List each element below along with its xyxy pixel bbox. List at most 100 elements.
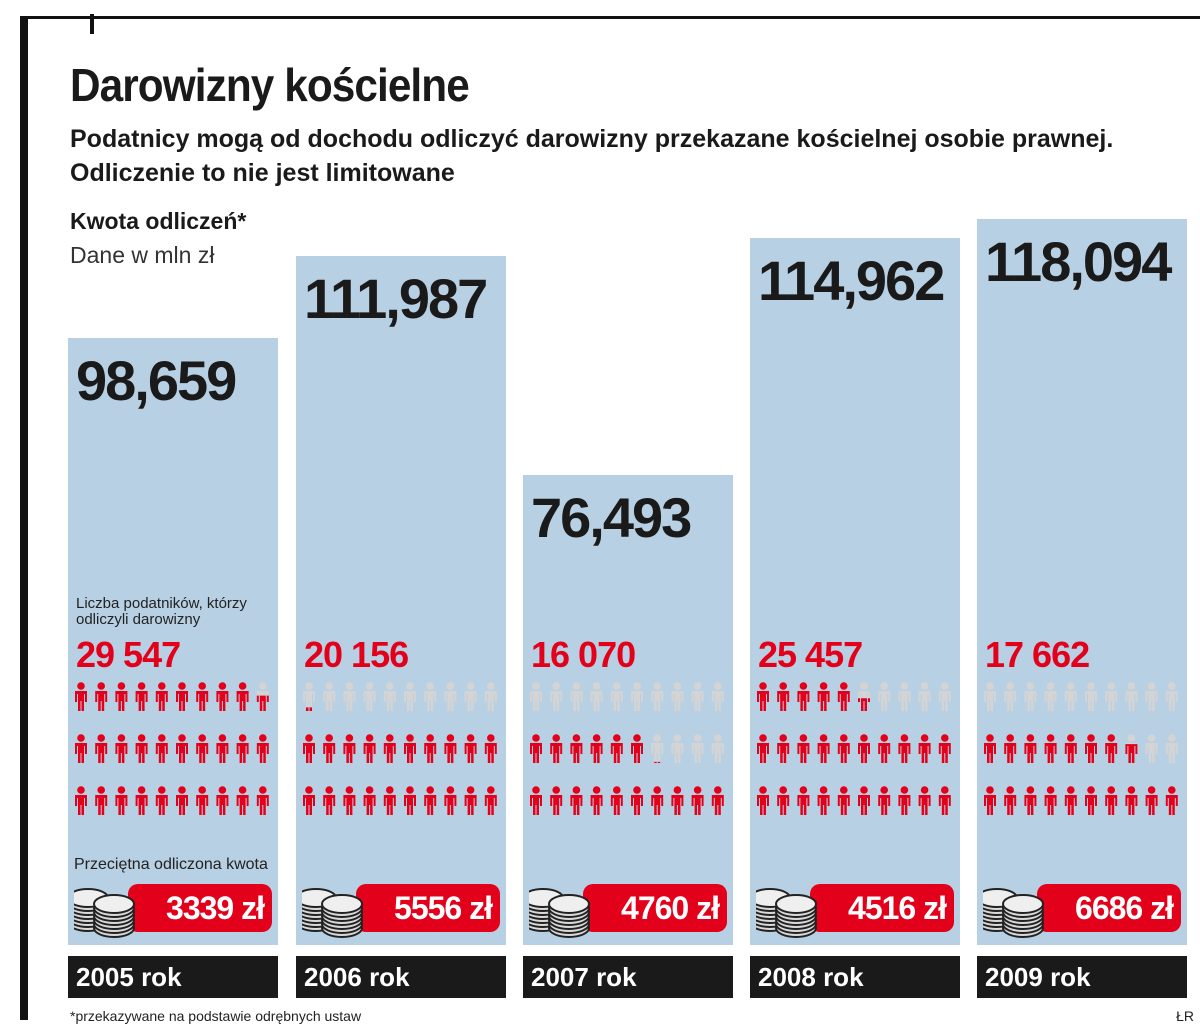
person-icon — [1085, 682, 1097, 711]
taxpayers-pictogram — [756, 680, 962, 830]
person-icon — [323, 682, 335, 711]
person-icon — [692, 682, 704, 711]
person-icon — [611, 786, 623, 815]
person-icon — [364, 682, 376, 711]
coins-icon — [529, 876, 595, 942]
person-icon — [323, 734, 335, 763]
taxpayers-pictogram — [983, 680, 1189, 830]
person-icon — [1105, 734, 1117, 763]
person-icon — [424, 786, 436, 815]
person-icon — [939, 682, 951, 711]
person-icon — [95, 734, 107, 763]
person-icon — [196, 786, 208, 815]
bar — [750, 238, 960, 945]
taxpayers-pictogram — [529, 680, 735, 830]
year-label: 2009 rok — [977, 956, 1187, 998]
person-icon — [1045, 682, 1057, 711]
person-icon — [570, 786, 582, 815]
credit: ŁR — [1176, 1008, 1194, 1024]
coins-icon — [983, 876, 1049, 942]
person-icon — [95, 682, 107, 711]
person-icon — [1065, 734, 1077, 763]
person-icon — [136, 734, 148, 763]
person-icon — [530, 786, 542, 815]
person-icon — [404, 682, 416, 711]
person-icon — [115, 682, 127, 711]
person-icon — [1125, 786, 1137, 815]
unit-label: Dane w mln zł — [70, 242, 214, 269]
person-icon — [858, 682, 870, 711]
year-label: 2006 rok — [296, 956, 506, 998]
person-icon — [343, 786, 355, 815]
person-icon — [176, 734, 188, 763]
person-icon — [777, 786, 789, 815]
avg-amount-badge: 5556 zł — [356, 884, 500, 932]
person-icon — [919, 786, 931, 815]
person-icon — [631, 734, 643, 763]
person-icon — [444, 786, 456, 815]
person-icon — [1146, 786, 1158, 815]
person-icon — [591, 682, 603, 711]
person-icon — [591, 734, 603, 763]
taxpayers-count: 17 662 — [985, 634, 1089, 676]
person-icon — [651, 786, 663, 815]
person-icon — [1166, 786, 1178, 815]
bar — [977, 219, 1187, 945]
person-icon — [444, 734, 456, 763]
person-icon — [757, 734, 769, 763]
person-icon — [611, 682, 623, 711]
person-icon — [671, 682, 683, 711]
person-icon — [216, 734, 228, 763]
person-icon — [838, 682, 850, 711]
taxpayers-count: 20 156 — [304, 634, 408, 676]
taxpayers-pictogram — [74, 680, 280, 830]
person-icon — [176, 682, 188, 711]
value-label: 98,659 — [76, 348, 235, 413]
person-icon — [818, 734, 830, 763]
person-icon — [1024, 734, 1036, 763]
year-label: 2008 rok — [750, 956, 960, 998]
person-icon — [136, 682, 148, 711]
person-icon — [1105, 682, 1117, 711]
person-icon — [898, 786, 910, 815]
person-icon — [1085, 734, 1097, 763]
year-label: 2007 rok — [523, 956, 733, 998]
person-icon — [343, 682, 355, 711]
person-icon — [303, 682, 315, 711]
person-icon — [196, 682, 208, 711]
person-icon — [1045, 786, 1057, 815]
person-icon — [651, 682, 663, 711]
person-icon — [898, 734, 910, 763]
person-icon — [591, 786, 603, 815]
person-icon — [323, 786, 335, 815]
person-icon — [878, 786, 890, 815]
person-icon — [1125, 734, 1137, 763]
person-icon — [237, 786, 249, 815]
person-icon — [1004, 786, 1016, 815]
person-icon — [898, 682, 910, 711]
person-icon — [95, 786, 107, 815]
person-icon — [878, 734, 890, 763]
person-icon — [384, 682, 396, 711]
person-icon — [237, 734, 249, 763]
person-icon — [570, 682, 582, 711]
person-icon — [257, 682, 269, 711]
person-icon — [156, 682, 168, 711]
person-icon — [404, 734, 416, 763]
bar — [296, 256, 506, 945]
person-icon — [384, 734, 396, 763]
coins-icon — [756, 876, 822, 942]
value-label: 111,987 — [304, 266, 486, 331]
person-icon — [75, 682, 87, 711]
person-icon — [1065, 682, 1077, 711]
taxpayers-count: 25 457 — [758, 634, 862, 676]
person-icon — [465, 734, 477, 763]
person-icon — [1065, 786, 1077, 815]
person-icon — [570, 734, 582, 763]
person-icon — [651, 734, 663, 763]
person-icon — [530, 682, 542, 711]
value-label: 114,962 — [758, 248, 943, 313]
avg-amount-badge: 3339 zł — [128, 884, 272, 932]
person-icon — [939, 734, 951, 763]
person-icon — [550, 734, 562, 763]
